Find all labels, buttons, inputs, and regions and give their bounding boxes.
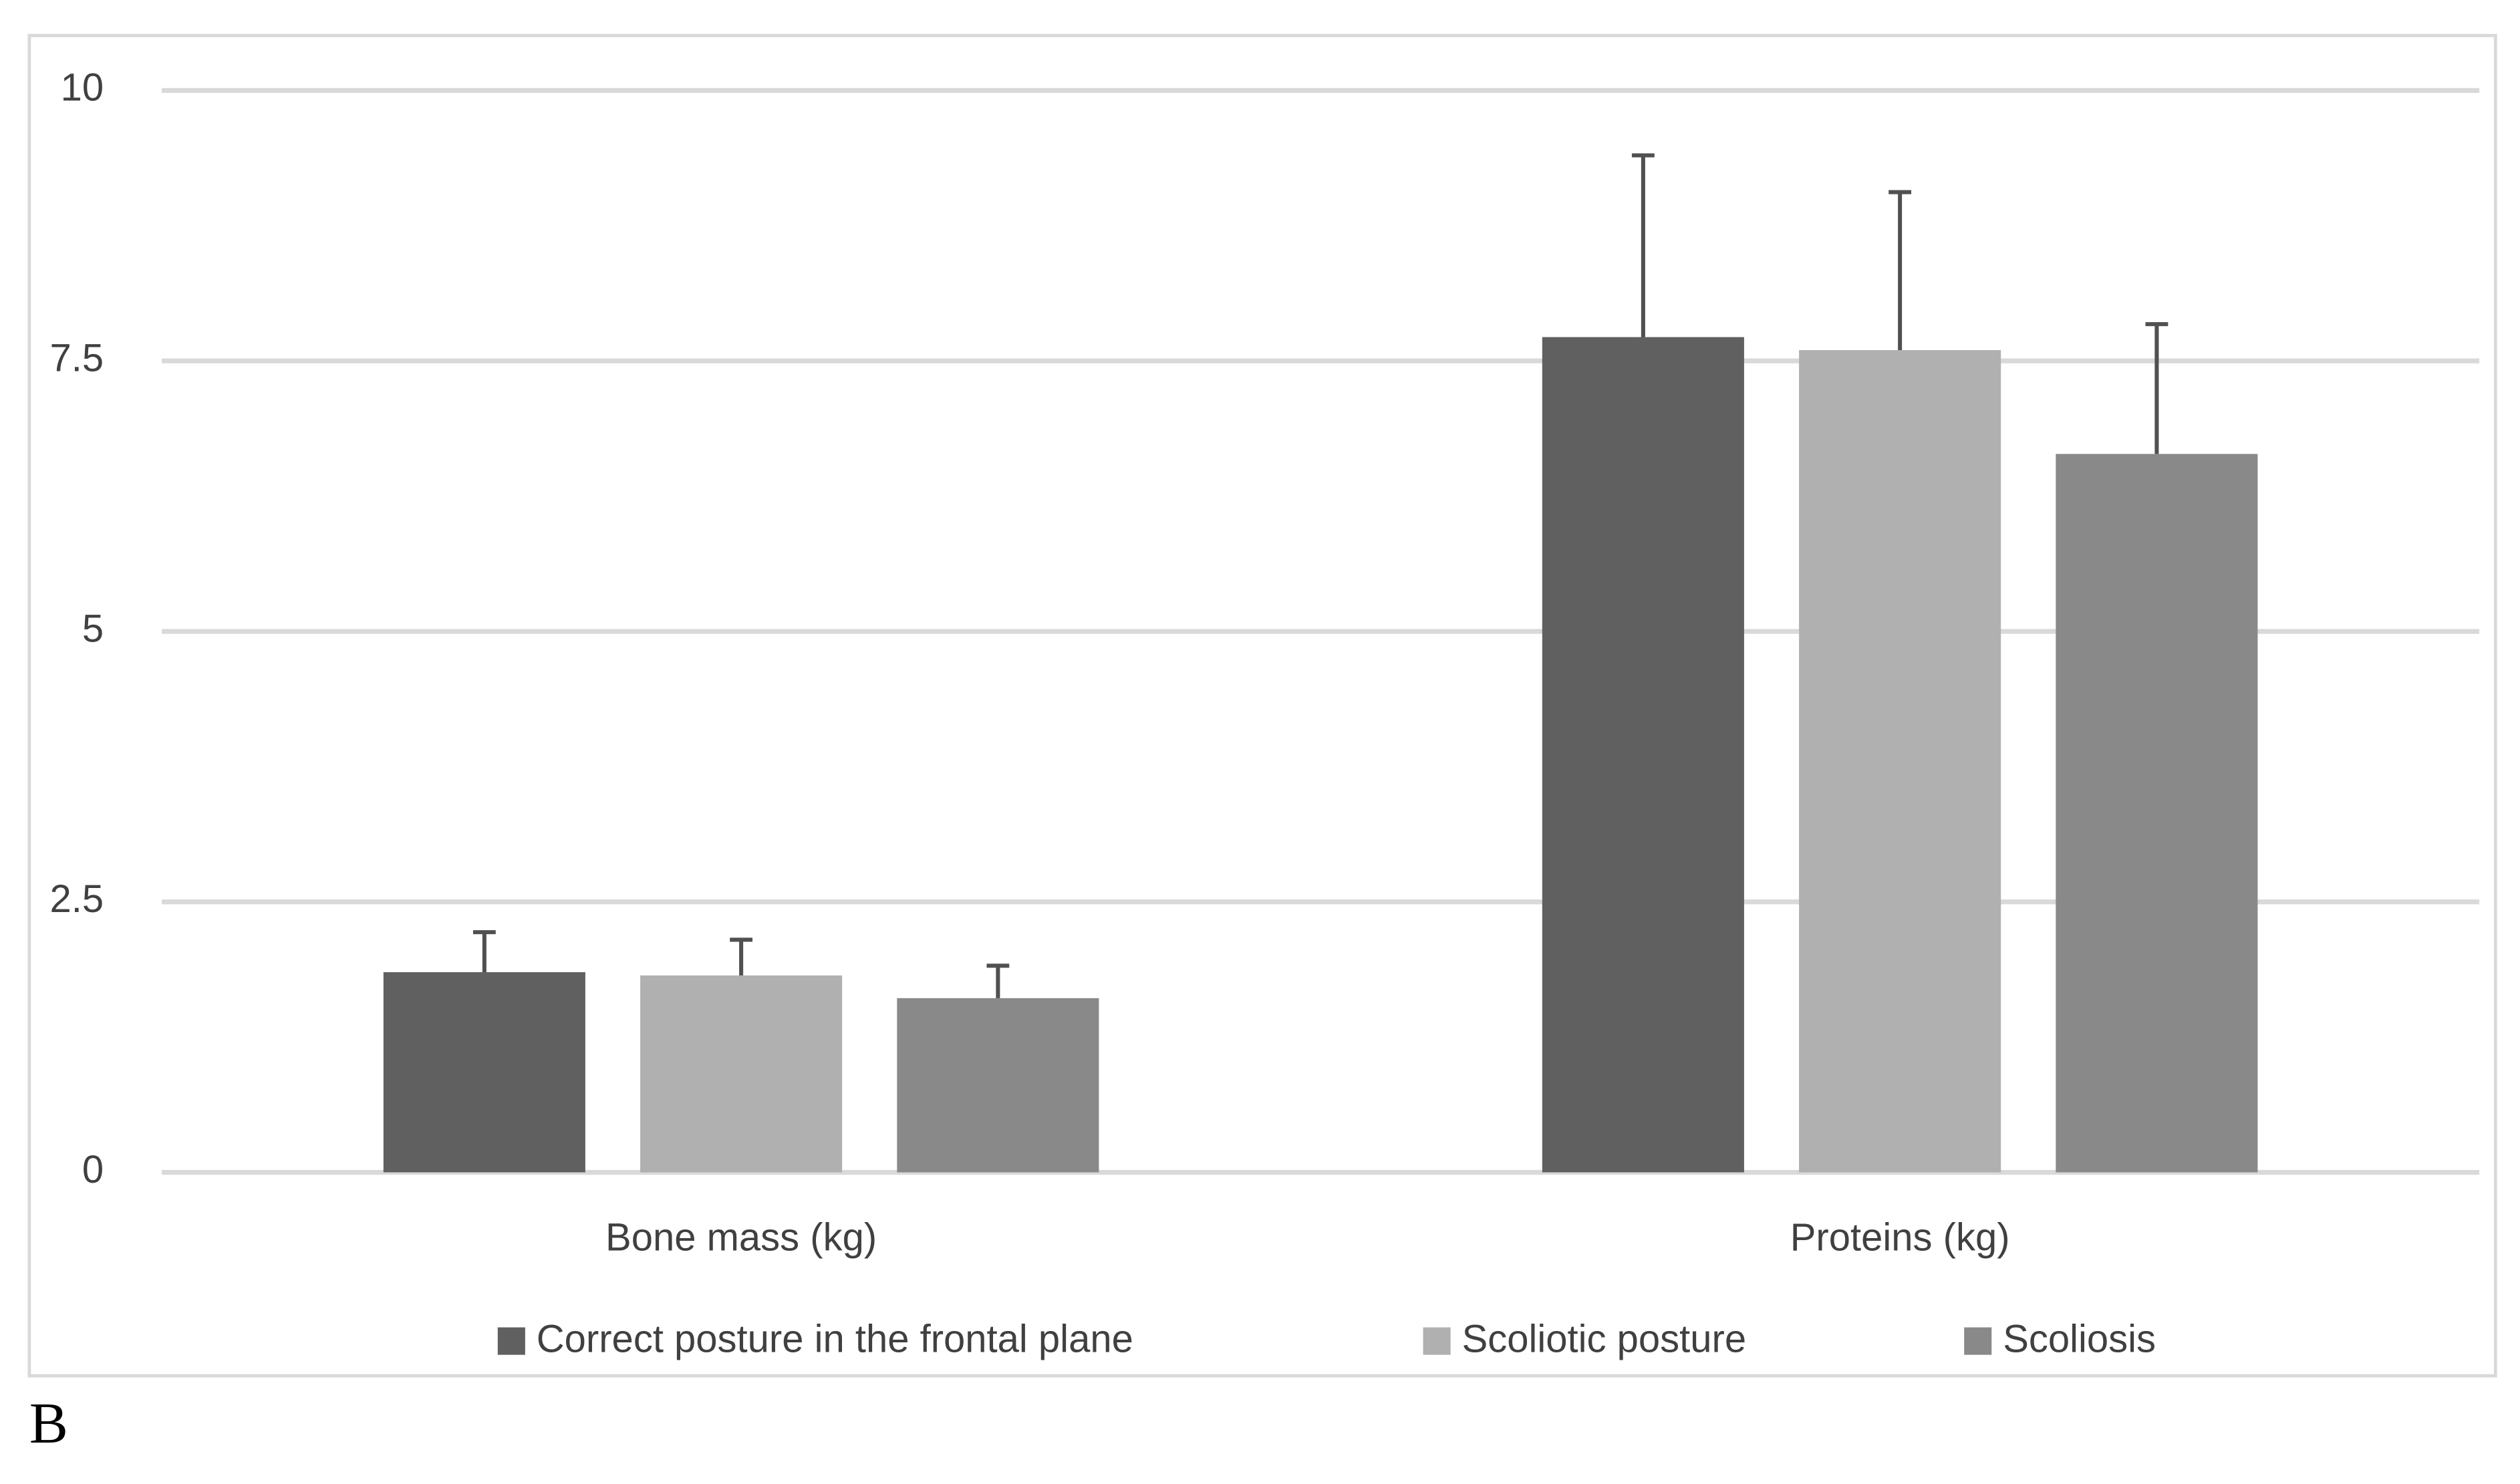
error-bar: [472, 930, 496, 973]
legend-swatch: [497, 1327, 525, 1355]
bar: [640, 975, 843, 1173]
error-bar: [1888, 190, 1912, 350]
error-bar: [1631, 153, 1655, 337]
x-tick-label: Bone mass (kg): [605, 1215, 877, 1259]
error-bar: [986, 963, 1010, 998]
legend-label: Scoliotic posture: [1462, 1318, 1747, 1361]
error-bar: [2145, 322, 2168, 454]
legend-swatch: [1964, 1327, 1992, 1355]
legend-swatch: [1423, 1327, 1451, 1355]
legend-label: Scoliosis: [2003, 1318, 2156, 1361]
error-bar: [730, 937, 753, 976]
legend-label: Correct posture in the frontal plane: [537, 1318, 1133, 1361]
y-tick-label: 2.5: [49, 877, 104, 921]
bar: [1542, 337, 1744, 1173]
y-tick-label: 10: [61, 66, 104, 110]
y-tick-label: 0: [82, 1148, 104, 1191]
y-tick-label: 7.5: [49, 336, 104, 380]
y-tick-label: 5: [82, 607, 104, 650]
bar: [383, 972, 585, 1173]
bar: [1799, 349, 2001, 1173]
bar: [2056, 454, 2258, 1173]
x-tick-label: Proteins (kg): [1790, 1215, 2010, 1259]
panel-label: B: [29, 1390, 68, 1455]
bar: [897, 998, 1099, 1173]
